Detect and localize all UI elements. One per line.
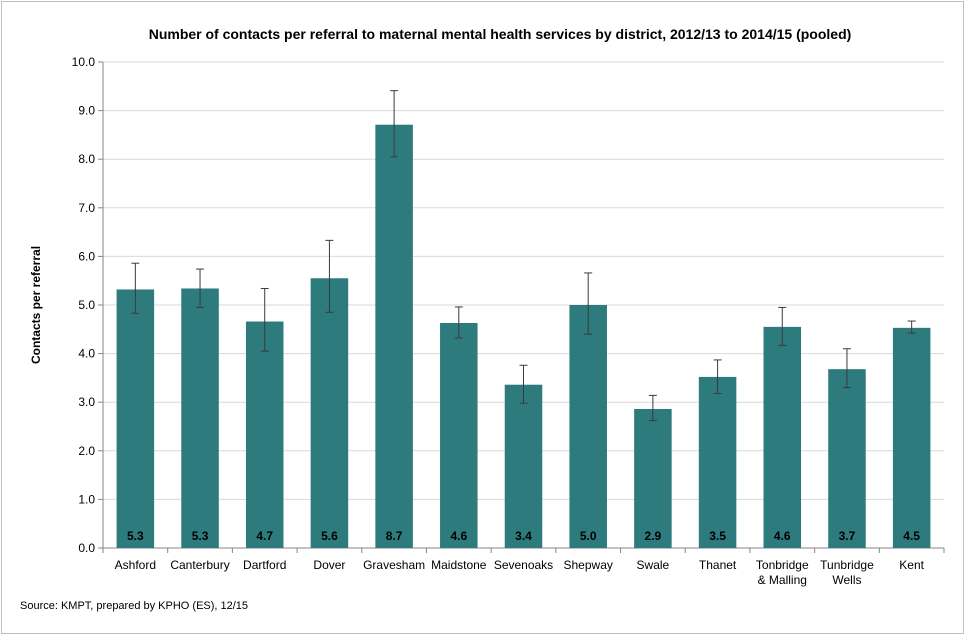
bar [504, 384, 543, 548]
bar [116, 289, 155, 548]
x-category-label: Dover [313, 558, 345, 572]
x-category-label: Gravesham [363, 558, 425, 572]
x-category-label: Shepway [564, 558, 613, 572]
chart-title: Number of contacts per referral to mater… [148, 26, 852, 42]
x-category-label: Swale [637, 558, 670, 572]
bar [763, 326, 802, 548]
data-label: 3.5 [709, 529, 726, 543]
x-category-label: Maidstone [431, 558, 487, 572]
bar [892, 327, 931, 548]
y-tick-label: 2.0 [78, 444, 95, 458]
y-tick-label: 6.0 [78, 249, 95, 263]
x-category-label: Ashford [115, 558, 156, 572]
bar [698, 376, 737, 548]
x-category-label: Tonbridge [756, 558, 809, 572]
data-label: 5.6 [321, 529, 338, 543]
data-label: 4.6 [774, 529, 791, 543]
x-category-label: & Malling [758, 573, 807, 587]
y-tick-label: 3.0 [78, 395, 95, 409]
bar [375, 124, 413, 548]
bar [634, 409, 672, 548]
bar [310, 278, 349, 548]
bar [245, 321, 284, 548]
bar [828, 369, 866, 548]
x-category-label: Tunbridge [820, 558, 874, 572]
data-label: 8.7 [386, 529, 403, 543]
data-label: 4.7 [256, 529, 273, 543]
y-tick-label: 0.0 [78, 541, 95, 555]
y-tick-label: 4.0 [78, 347, 95, 361]
y-tick-label: 7.0 [78, 201, 95, 215]
data-label: 3.4 [515, 529, 532, 543]
bar [569, 305, 607, 548]
y-tick-label: 8.0 [78, 152, 95, 166]
data-label: 4.5 [903, 529, 920, 543]
x-category-label: Canterbury [170, 558, 229, 572]
bar [440, 322, 478, 548]
x-category-label: Thanet [699, 558, 737, 572]
x-category-label: Dartford [243, 558, 286, 572]
data-label: 4.6 [450, 529, 467, 543]
y-tick-label: 1.0 [78, 492, 95, 506]
data-label: 5.0 [580, 529, 597, 543]
y-tick-label: 10.0 [72, 55, 96, 69]
y-tick-label: 9.0 [78, 104, 95, 118]
bar [181, 288, 219, 548]
y-tick-label: 5.0 [78, 298, 95, 312]
data-label: 5.3 [127, 529, 144, 543]
y-axis-label: Contacts per referral [29, 246, 43, 364]
x-category-label: Sevenoaks [494, 558, 553, 572]
data-label: 3.7 [839, 529, 856, 543]
data-label: 2.9 [645, 529, 662, 543]
x-category-label: Wells [832, 573, 861, 587]
data-label: 5.3 [192, 529, 209, 543]
x-category-label: Kent [899, 558, 924, 572]
source-note: Source: KMPT, prepared by KPHO (ES), 12/… [20, 600, 249, 612]
